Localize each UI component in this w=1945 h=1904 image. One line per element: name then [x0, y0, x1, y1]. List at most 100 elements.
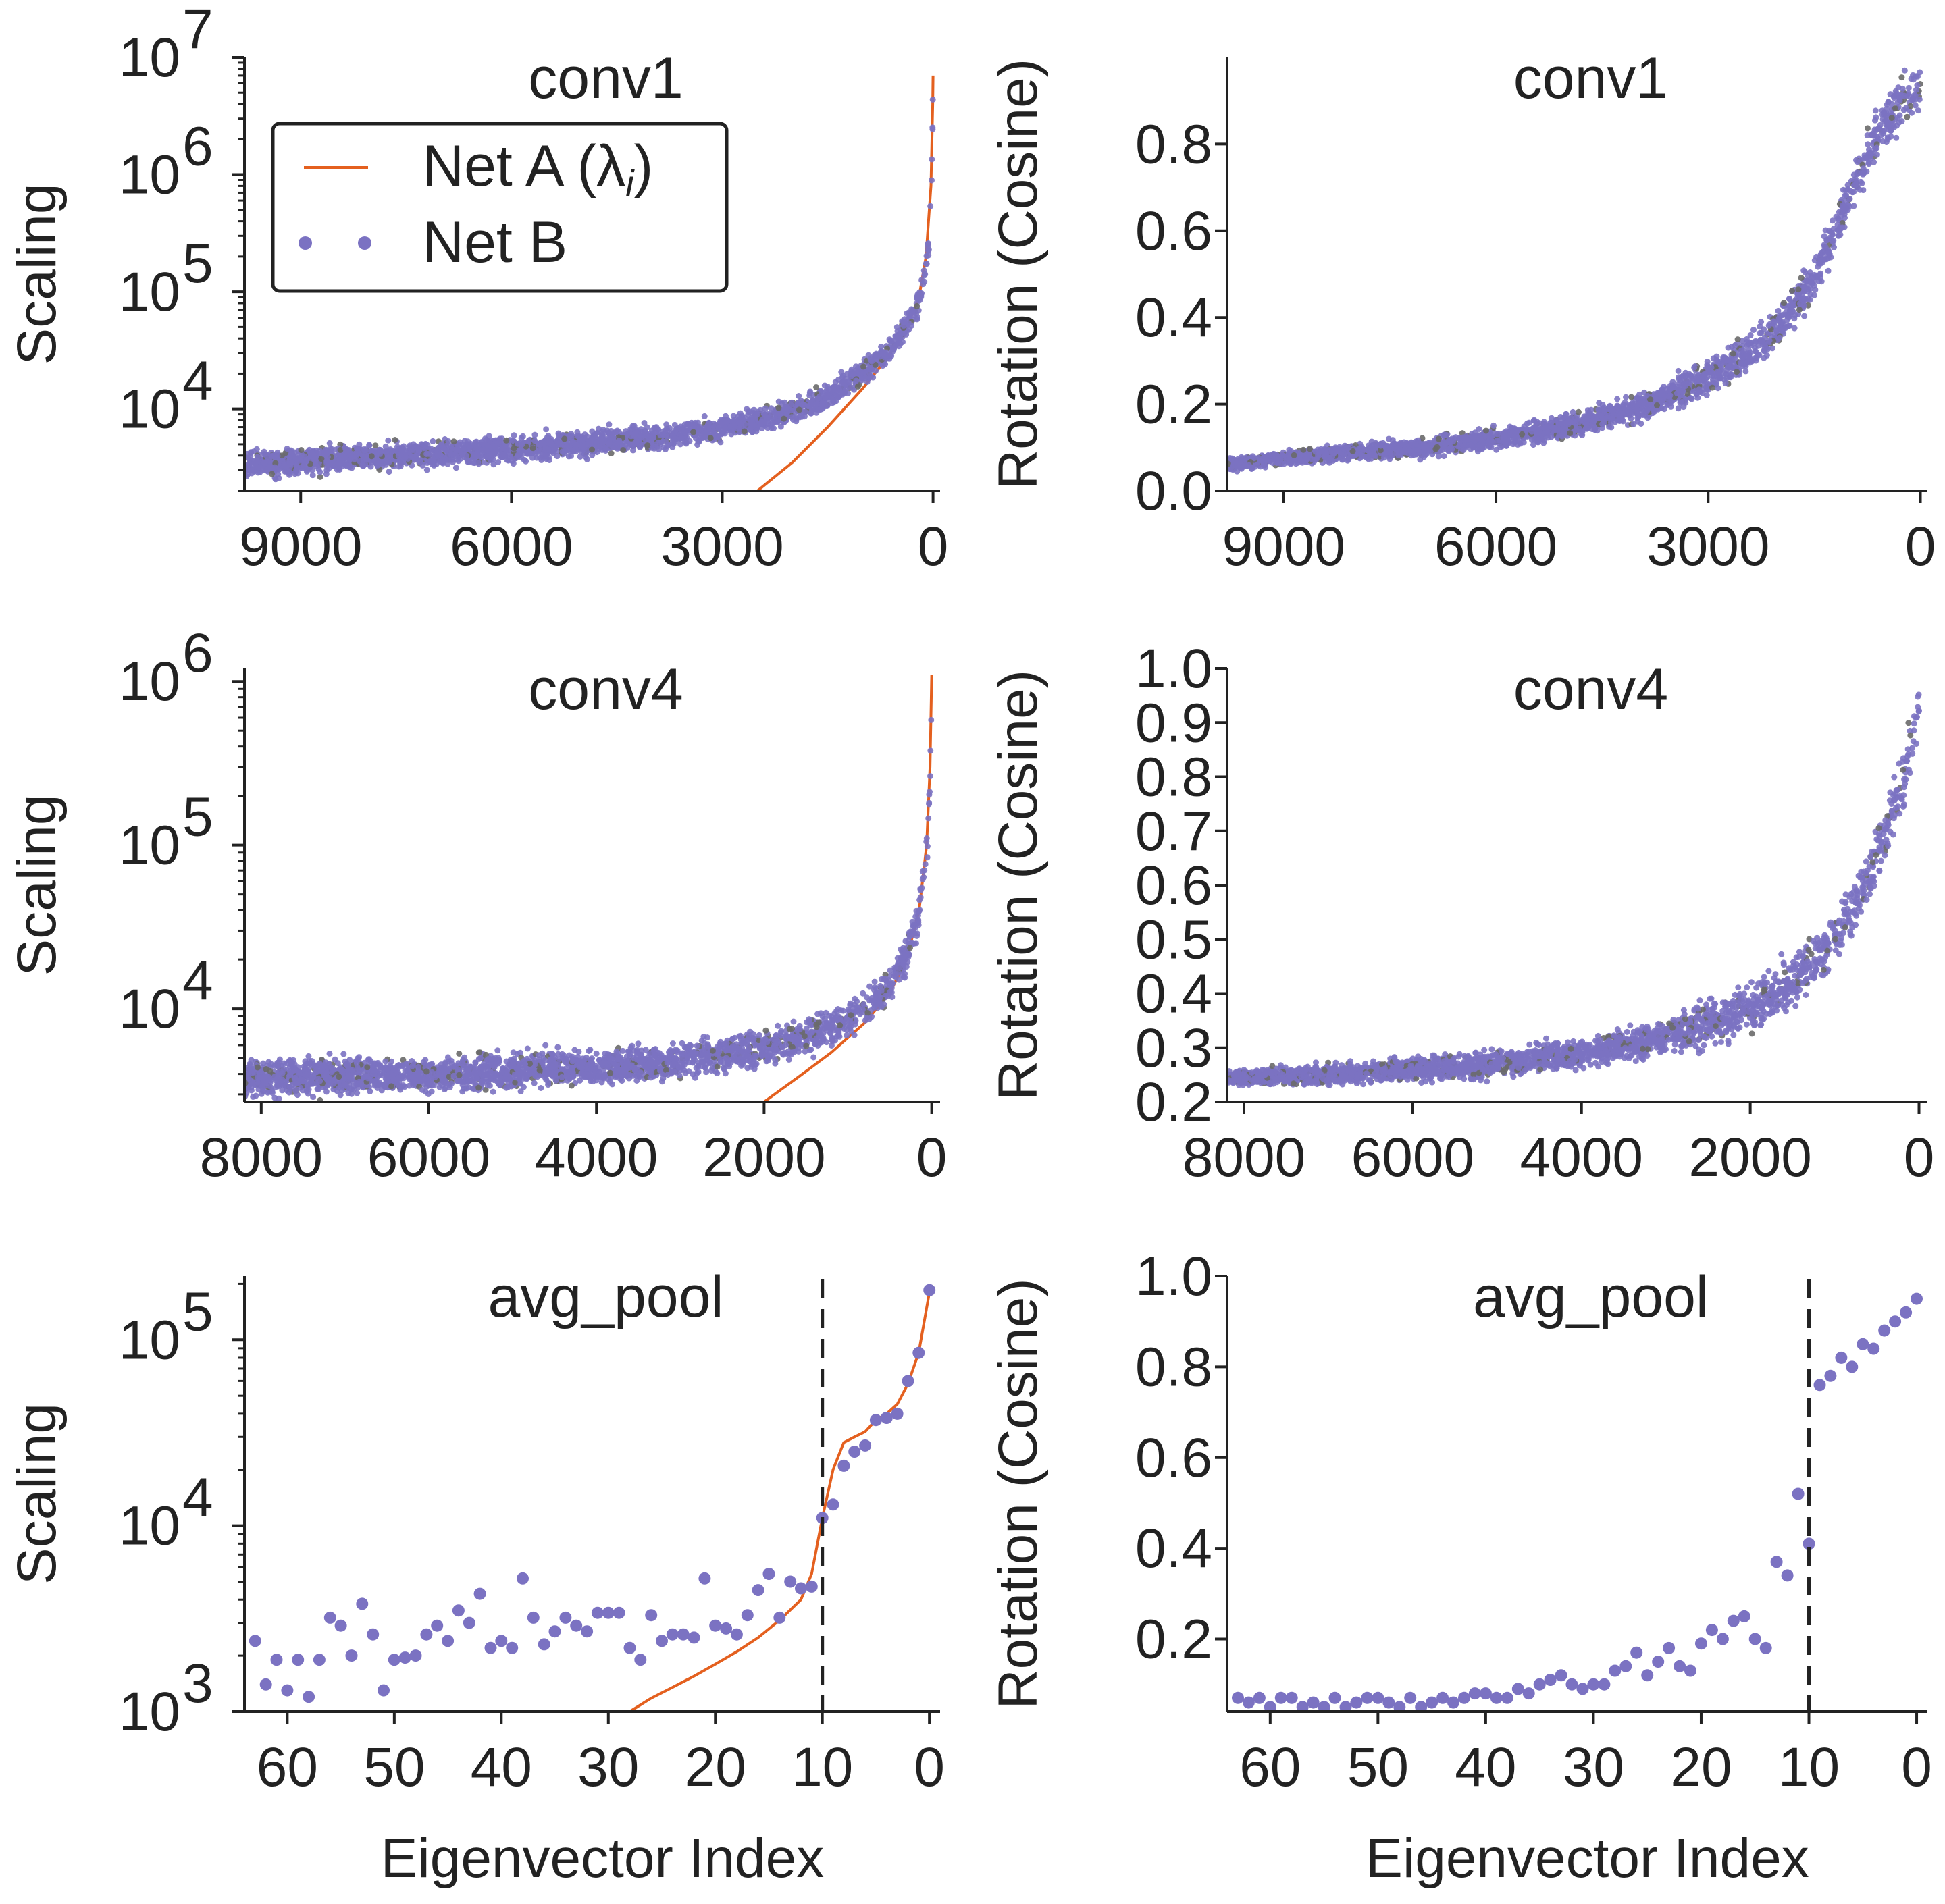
net-b-point — [1910, 97, 1917, 103]
net-b-point — [1892, 88, 1899, 95]
net-b-point — [1801, 313, 1808, 319]
net-b-point — [1676, 380, 1682, 387]
net-b-point — [830, 386, 837, 392]
net-b-point — [1747, 332, 1754, 338]
net-b-point — [255, 454, 261, 460]
net-b-point — [368, 453, 375, 460]
net-b-point — [267, 463, 274, 470]
net-b-point — [1912, 102, 1919, 109]
net-b-point — [309, 472, 316, 479]
net-b-point — [1638, 421, 1644, 427]
net-b-point — [1743, 339, 1750, 346]
net-b-point — [787, 401, 794, 408]
net-b-point — [1717, 373, 1723, 380]
net-b-point — [377, 446, 384, 453]
net-b-point — [346, 457, 353, 463]
net-b-point — [789, 414, 795, 421]
net-b-point — [1520, 439, 1527, 446]
net-b-point — [539, 451, 546, 458]
net-b-point — [698, 426, 704, 433]
net-b-point — [775, 398, 782, 405]
net-b-point — [846, 379, 853, 386]
net-b-point — [1902, 105, 1909, 111]
x-tick-label: 3000 — [660, 516, 783, 577]
net-b-point — [1644, 407, 1651, 414]
net-b-point — [484, 442, 491, 449]
net-b-point — [731, 422, 737, 429]
net-b-point — [660, 431, 667, 438]
net-b-point — [1435, 435, 1442, 442]
net-b-point — [531, 431, 538, 438]
net-b-point — [1734, 336, 1741, 343]
net-b-point — [1630, 421, 1637, 427]
net-b-point — [529, 445, 536, 452]
net-b-point — [1368, 438, 1375, 445]
net-b-point — [897, 330, 904, 337]
net-b-point — [897, 335, 904, 342]
plot-area — [1227, 67, 1923, 475]
net-b-point — [1726, 363, 1732, 370]
net-b-point — [272, 476, 279, 483]
net-b-point — [1680, 404, 1687, 411]
net-b-point — [1606, 423, 1612, 430]
net-b-point — [450, 438, 457, 445]
net-b-point — [750, 413, 757, 420]
net-b-point — [610, 434, 617, 441]
net-b-point — [1839, 220, 1846, 226]
net-b-point — [620, 447, 627, 453]
net-b-point — [1864, 132, 1871, 138]
panel-title: conv1 — [528, 46, 683, 111]
net-b-point — [387, 453, 394, 460]
net-b-point — [1842, 187, 1849, 194]
net-b-point — [903, 331, 910, 338]
net-b-point — [282, 463, 289, 470]
net-b-point — [681, 438, 688, 445]
net-b-point — [303, 458, 309, 465]
net-b-point — [1493, 446, 1500, 453]
net-b-point — [662, 446, 669, 452]
net-b-point — [351, 456, 358, 462]
net-b-point — [1868, 149, 1874, 156]
net-b-point — [326, 440, 333, 446]
net-b-point — [1727, 371, 1734, 377]
net-b-point — [813, 384, 820, 390]
net-b-point — [1358, 454, 1365, 460]
net-b-point — [452, 453, 459, 460]
net-b-point — [546, 457, 553, 463]
net-b-point — [929, 96, 936, 103]
net-b-point — [1693, 391, 1700, 398]
net-b-point — [1893, 134, 1900, 141]
net-b-point — [606, 440, 613, 446]
net-b-point — [1756, 352, 1763, 359]
net-b-point — [783, 405, 789, 412]
net-b-point — [764, 425, 771, 431]
net-b-point — [1703, 392, 1710, 398]
net-b-point — [1339, 456, 1346, 463]
net-b-point — [1257, 457, 1264, 464]
x-tick-label: 9000 — [239, 516, 362, 577]
net-b-point — [1915, 107, 1921, 114]
net-b-point — [722, 425, 729, 431]
net-b-point — [496, 438, 503, 445]
net-b-point — [829, 400, 835, 406]
net-b-point — [1286, 446, 1293, 453]
net-b-point — [1758, 319, 1765, 325]
net-b-point — [274, 453, 281, 459]
net-b-point — [670, 433, 677, 440]
net-b-point — [1904, 113, 1911, 120]
net-b-point — [366, 442, 373, 449]
net-b-point — [334, 460, 340, 467]
net-b-point — [452, 465, 459, 471]
net-b-point — [630, 447, 636, 454]
net-b-point — [701, 413, 708, 419]
net-b-point — [483, 447, 490, 454]
net-b-point — [413, 443, 419, 450]
net-b-point — [744, 406, 750, 413]
net-b-point — [757, 421, 764, 427]
net-b-point — [1734, 369, 1740, 375]
net-b-point — [472, 453, 479, 460]
net-b-point — [490, 461, 497, 468]
x-tick-label: 6000 — [450, 516, 573, 577]
net-b-point — [441, 446, 448, 452]
